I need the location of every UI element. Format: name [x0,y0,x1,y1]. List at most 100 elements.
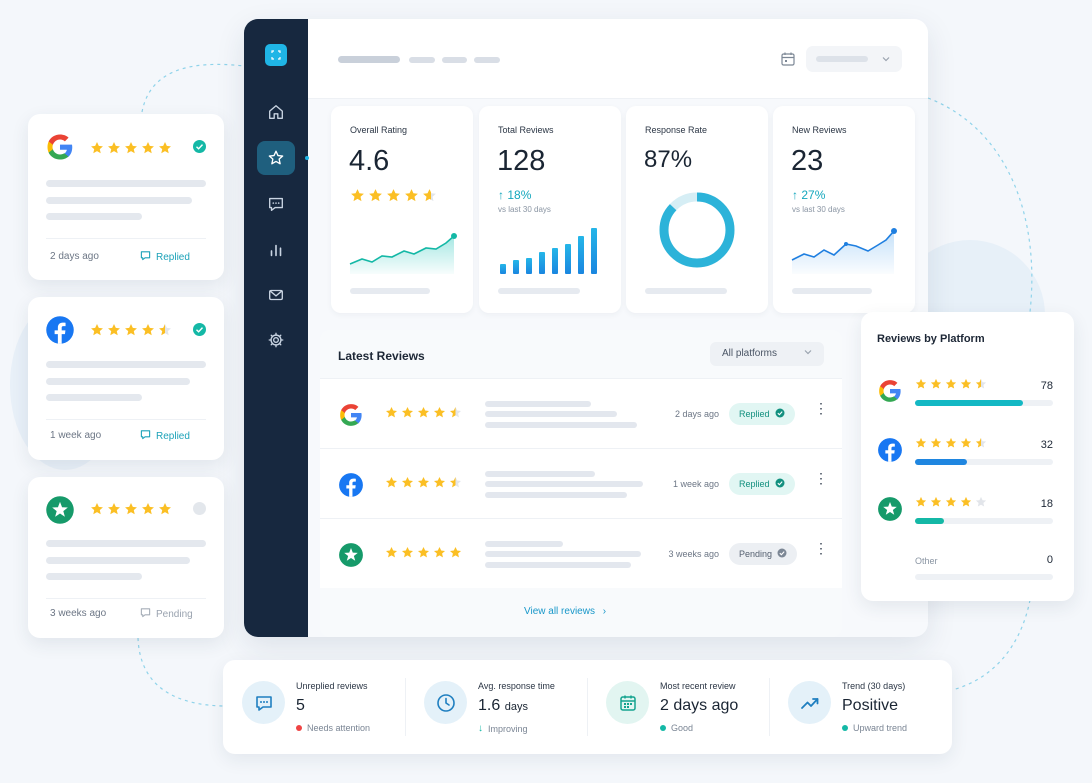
rating-stars [385,406,462,424]
summary-value-number: 1.6 [478,697,501,714]
summary-label: Trend (30 days) [842,681,906,691]
home-icon [269,105,283,119]
platform-row-trustpilot[interactable]: 18 [861,494,1074,544]
platform-filter-dropdown[interactable]: All platforms [710,342,824,366]
star-icon [158,502,172,521]
summary-sub-label: Needs attention [307,723,371,733]
summary-sub-label: Upward trend [853,723,908,733]
star-icon [930,436,942,454]
status-replied: Replied [140,250,190,264]
review-row[interactable]: 3 weeks ago Pending ⋮ [320,518,842,588]
summary-recent-review[interactable]: Most recent review 2 days ago Good [587,660,769,754]
check-circle-icon [777,548,787,560]
more-options-icon[interactable]: ⋮ [814,400,828,416]
star-icon [915,436,927,454]
summary-unreplied[interactable]: Unreplied reviews 5 Needs attention [223,660,405,754]
chat-icon [140,429,151,443]
app-logo[interactable] [265,44,287,66]
arrow-down-icon: ↓ [478,723,483,734]
sidebar-item-reviews[interactable] [257,141,295,175]
divider [46,598,206,599]
date-range-dropdown[interactable] [806,46,902,72]
summary-value: Positive [842,697,899,714]
calendar-icon[interactable] [780,51,796,67]
rating-stars [90,141,172,160]
stat-sub: vs last 30 days [498,205,551,214]
platform-count: 18 [1040,498,1053,510]
star-icon [124,141,138,160]
summary-value: 5 [296,697,305,714]
trustpilot-icon [877,496,903,522]
review-text-placeholder [46,361,206,368]
star-icon [385,406,398,424]
stat-value: 23 [791,145,824,177]
divider [46,419,206,420]
sidebar-item-settings[interactable] [257,323,295,357]
verified-check-icon [193,323,206,336]
platform-row-google[interactable]: 78 [861,376,1074,426]
platform-card-title: Reviews by Platform [877,333,985,345]
summary-bar: Unreplied reviews 5 Needs attention Avg.… [223,660,952,754]
review-row[interactable]: 2 days ago Replied ⋮ [320,378,842,448]
stat-label: New Reviews [792,125,847,135]
card-footer-placeholder [645,288,727,294]
arrow-up-icon: ↑ [792,188,798,202]
review-card[interactable]: 3 weeks ago Pending [28,477,224,638]
sidebar-item-mail[interactable] [257,278,295,312]
status-label: Replied [739,479,770,489]
star-icon [90,502,104,521]
star-icon [124,502,138,521]
red-status-dot [296,725,302,731]
facebook-icon [877,437,903,463]
more-options-icon[interactable]: ⋮ [814,470,828,486]
more-options-icon[interactable]: ⋮ [814,540,828,556]
star-icon [433,546,446,564]
view-all-reviews-link[interactable]: View all reviews › [524,606,606,617]
status-badge: Pending [729,543,798,565]
stat-change: ↑ 27% [792,188,825,202]
sidebar-item-home[interactable] [257,95,295,129]
summary-trend[interactable]: Trend (30 days) Positive Upward trend [769,660,952,754]
review-time: 2 days ago [50,251,99,262]
star-icon [945,495,957,513]
trend-up-icon [788,681,831,724]
status-label: Replied [156,430,190,442]
stat-label: Overall Rating [350,125,408,135]
reviews-bar-chart [500,228,597,274]
star-icon [915,377,927,395]
trustpilot-icon [45,495,75,525]
review-card[interactable]: 2 days ago Replied [28,114,224,280]
star-icon [158,323,172,342]
breadcrumb-placeholder [409,57,435,63]
review-card[interactable]: 1 week ago Replied [28,297,224,460]
star-icon [401,546,414,564]
chevron-right-icon: › [602,606,607,617]
star-icon [107,502,121,521]
summary-response-time[interactable]: Avg. response time 1.6 days ↓ Improving [405,660,587,754]
chat-icon [242,681,285,724]
status-badge: Replied [729,473,795,495]
new-reviews-trend-chart [791,228,897,274]
star-icon [385,546,398,564]
review-text-placeholder [485,481,643,487]
review-row[interactable]: 1 week ago Replied ⋮ [320,448,842,518]
star-icon [975,377,987,395]
star-icon [449,476,462,494]
platform-share-bar [915,518,1053,524]
sidebar-item-analytics[interactable] [257,233,295,267]
trustpilot-icon [338,542,364,568]
sidebar-item-messages[interactable] [257,187,295,221]
star-icon [124,323,138,342]
summary-sub-label: Improving [488,723,528,734]
rating-stars [90,502,172,521]
star-icon [401,406,414,424]
chevron-down-icon [882,57,890,62]
star-icon [385,476,398,494]
platform-row-facebook[interactable]: 32 [861,435,1074,485]
share-fill [915,400,1023,406]
star-icon [945,377,957,395]
platform-row-other[interactable]: Other 0 [861,550,1074,600]
check-circle-icon [775,408,785,420]
share-fill [915,518,944,524]
